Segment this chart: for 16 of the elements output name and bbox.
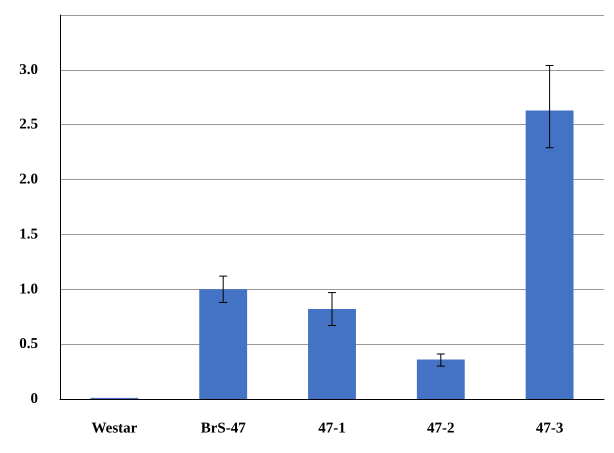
x-tick-label: BrS-47 — [200, 420, 246, 436]
y-tick-label: 1.5 — [19, 226, 38, 242]
bar — [308, 309, 356, 399]
bar — [526, 110, 574, 399]
bar — [416, 360, 465, 399]
y-tick-label: 2.0 — [19, 172, 38, 188]
x-tick-label: 47-3 — [536, 420, 564, 436]
y-tick-label: 1.0 — [19, 281, 38, 298]
y-tick-label: 3.0 — [19, 62, 38, 78]
x-tick-label: Westar — [91, 420, 138, 436]
x-tick-label: 47-1 — [318, 420, 346, 436]
y-tick-label: 0 — [30, 391, 38, 407]
y-tick-label: 2.5 — [19, 116, 38, 133]
bar — [199, 289, 248, 399]
y-tick-label: 0.5 — [19, 336, 38, 352]
x-tick-label: 47-2 — [427, 420, 455, 436]
